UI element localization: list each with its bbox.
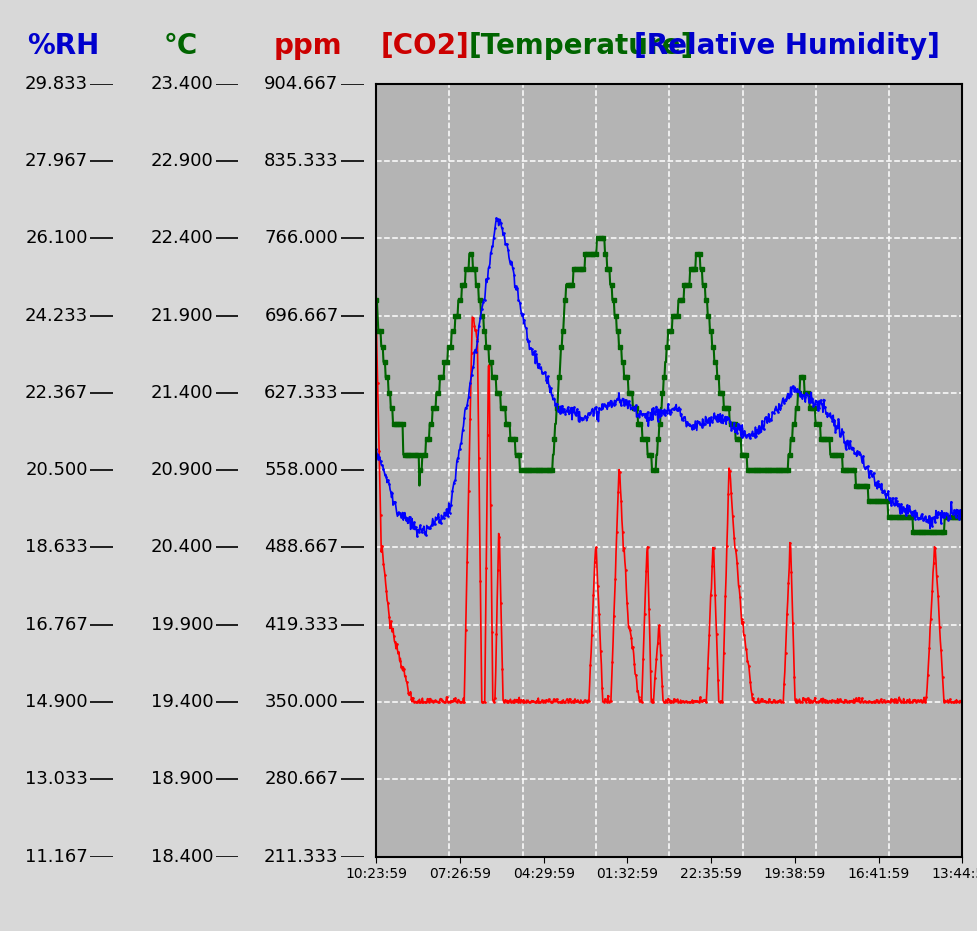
- Text: 20.400: 20.400: [150, 538, 213, 557]
- Text: 350.000: 350.000: [265, 693, 338, 711]
- Text: 14.900: 14.900: [25, 693, 88, 711]
- Text: 766.000: 766.000: [265, 229, 338, 248]
- Text: 627.333: 627.333: [264, 384, 338, 402]
- Text: 419.333: 419.333: [264, 615, 338, 634]
- Text: [Relative Humidity]: [Relative Humidity]: [633, 32, 940, 61]
- Text: %RH: %RH: [27, 32, 100, 61]
- Text: 280.667: 280.667: [265, 770, 338, 789]
- Text: 21.900: 21.900: [150, 306, 213, 325]
- Text: 27.967: 27.967: [24, 152, 88, 170]
- Text: ppm: ppm: [274, 32, 342, 61]
- Text: 13.033: 13.033: [24, 770, 88, 789]
- Text: 211.333: 211.333: [264, 847, 338, 866]
- Text: 26.100: 26.100: [25, 229, 88, 248]
- Text: 24.233: 24.233: [24, 306, 88, 325]
- Text: [Temperature]: [Temperature]: [469, 32, 694, 61]
- Text: 22.900: 22.900: [150, 152, 213, 170]
- Text: 488.667: 488.667: [265, 538, 338, 557]
- Text: 20.500: 20.500: [25, 461, 88, 479]
- Text: 696.667: 696.667: [265, 306, 338, 325]
- Text: 16.767: 16.767: [24, 615, 88, 634]
- Text: °C: °C: [163, 32, 198, 61]
- Text: 11.167: 11.167: [25, 847, 88, 866]
- Text: 21.400: 21.400: [150, 384, 213, 402]
- Text: 18.900: 18.900: [150, 770, 213, 789]
- Text: [CO2]: [CO2]: [381, 32, 469, 61]
- Text: 18.400: 18.400: [150, 847, 213, 866]
- Text: 23.400: 23.400: [150, 74, 213, 93]
- Text: 22.400: 22.400: [150, 229, 213, 248]
- Text: 19.400: 19.400: [150, 693, 213, 711]
- Text: 18.633: 18.633: [24, 538, 88, 557]
- Text: 29.833: 29.833: [24, 74, 88, 93]
- Text: 22.367: 22.367: [24, 384, 88, 402]
- Text: 19.900: 19.900: [150, 615, 213, 634]
- Text: 20.900: 20.900: [150, 461, 213, 479]
- Text: 835.333: 835.333: [264, 152, 338, 170]
- Text: 904.667: 904.667: [265, 74, 338, 93]
- Text: 558.000: 558.000: [265, 461, 338, 479]
